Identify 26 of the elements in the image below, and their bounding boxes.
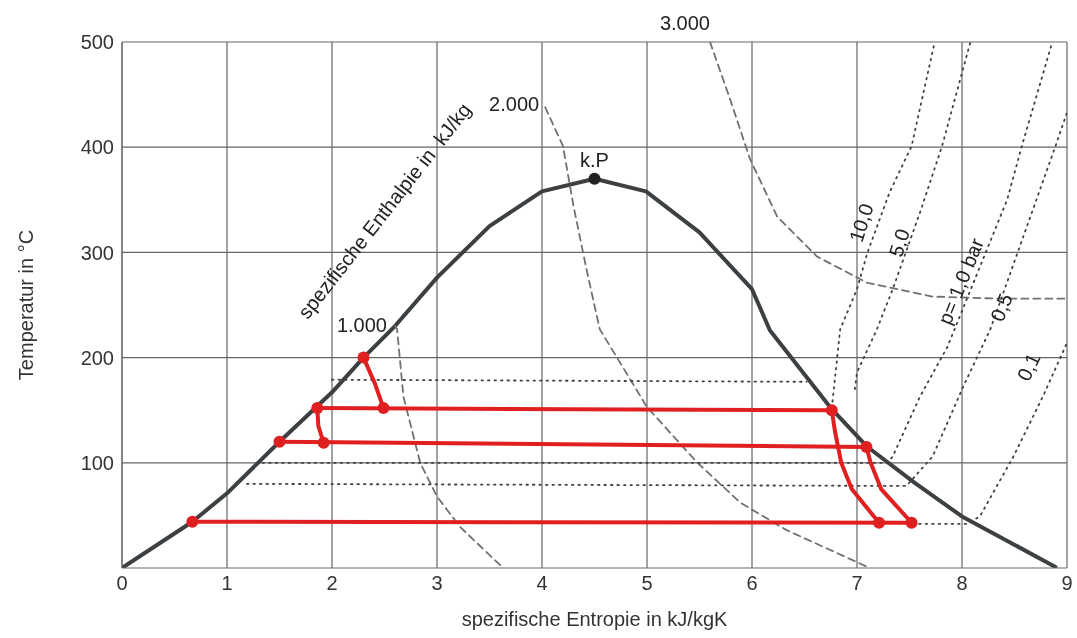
annotation: 1.000 bbox=[336, 314, 387, 337]
y-tick-label: 300 bbox=[80, 241, 114, 264]
annotation: 5,0 bbox=[884, 226, 915, 260]
x-tick-label: 1 bbox=[221, 572, 233, 595]
x-tick-label: 2 bbox=[326, 572, 338, 595]
annotation: 3.000 bbox=[659, 12, 710, 34]
annotation: 0,5 bbox=[986, 290, 1017, 325]
annotation: 0,1 bbox=[1012, 349, 1045, 385]
x-tick-label: 3 bbox=[431, 572, 443, 595]
x-tick-label: 4 bbox=[536, 572, 548, 595]
x-tick-label: 9 bbox=[1061, 572, 1073, 595]
y-axis-title: Temperatur in °C bbox=[15, 229, 38, 381]
x-tick-label: 0 bbox=[116, 572, 128, 595]
x-axis-title: spezifische Entropie in kJ/kgK bbox=[461, 608, 728, 630]
annotation: 10,0 bbox=[844, 200, 878, 245]
annotation: k.P bbox=[580, 148, 609, 171]
annotation: p= 1,0 bar bbox=[933, 234, 989, 328]
y-tick-label: 400 bbox=[80, 136, 114, 159]
x-tick-label: 8 bbox=[956, 572, 968, 595]
y-tick-label: 200 bbox=[80, 346, 114, 369]
y-tick-label: 500 bbox=[80, 31, 114, 54]
x-tick-label: 6 bbox=[746, 572, 758, 595]
x-tick-label: 7 bbox=[851, 572, 863, 595]
x-tick-label: 5 bbox=[641, 572, 653, 595]
y-tick-label: 100 bbox=[80, 451, 114, 474]
annotation: 2.000 bbox=[489, 93, 540, 116]
